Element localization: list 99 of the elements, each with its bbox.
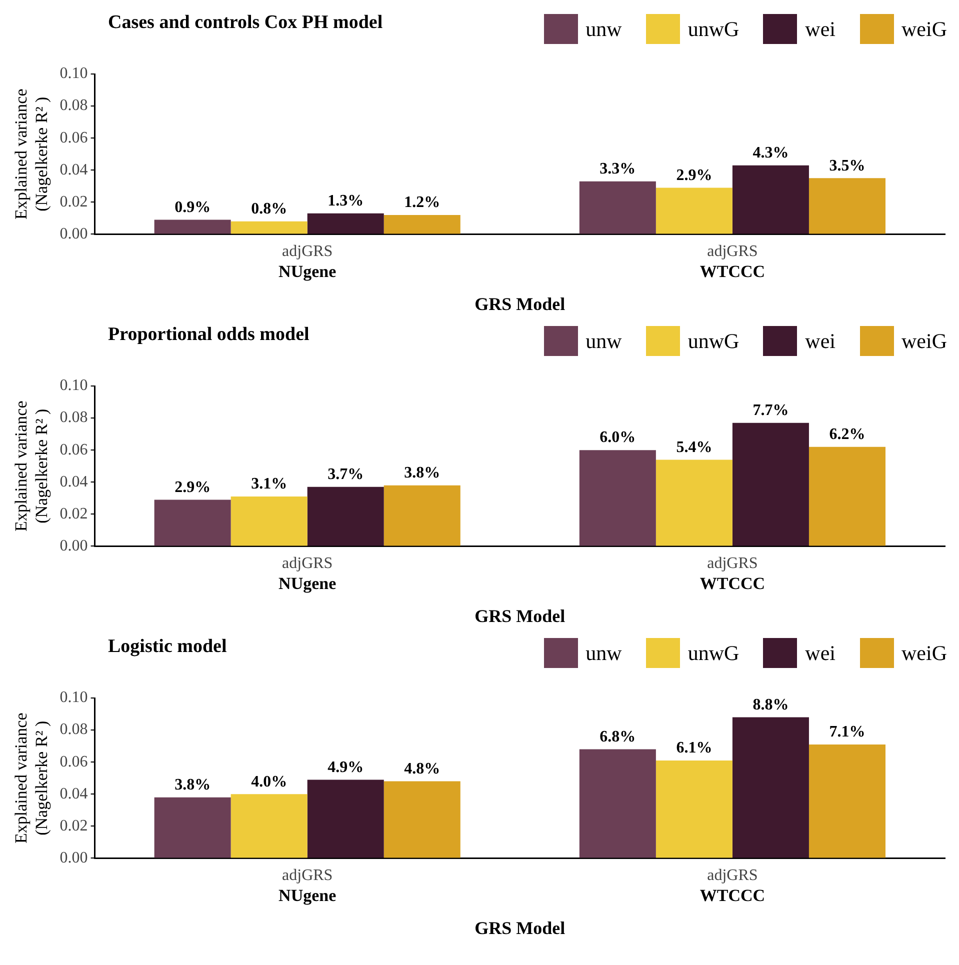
x-tick-label: adjGRS [707, 243, 758, 260]
bar [154, 500, 231, 546]
bar [732, 717, 809, 858]
bar [230, 794, 308, 858]
bar [307, 213, 384, 234]
legend-label: weiG [902, 16, 947, 42]
data-label: 3.3% [600, 160, 636, 178]
data-label: 0.8% [251, 200, 288, 218]
bar [656, 188, 732, 234]
y-tick-label: 0.02 [60, 505, 88, 522]
y-axis-title: Explained variance (Nagelkerke R² ) [12, 88, 52, 220]
bar [307, 486, 384, 546]
bar [384, 485, 460, 546]
y-tick-label: 0.00 [60, 537, 88, 554]
data-label: 4.9% [328, 758, 364, 776]
y-tick-label: 0.08 [60, 409, 88, 426]
data-label: 1.2% [404, 194, 440, 212]
chart-title: Logistic model [107, 636, 227, 659]
legend-label: unwG [688, 328, 740, 354]
legend-label: unwG [688, 16, 740, 42]
bar [307, 780, 384, 858]
y-tick-label: 0.00 [60, 849, 88, 866]
bar [230, 496, 308, 546]
text: NUgene [278, 262, 337, 282]
bar [154, 797, 231, 858]
data-label: 3.8% [174, 776, 211, 794]
bar [656, 460, 732, 546]
data-label: 1.3% [328, 192, 364, 210]
text: WTCCC [700, 262, 766, 282]
bar [732, 165, 809, 234]
data-label: 4.0% [251, 773, 288, 790]
data-label: 0.9% [174, 198, 211, 216]
data-label: 2.9% [676, 166, 712, 184]
bar [579, 450, 656, 546]
bar [808, 446, 886, 546]
bar [579, 181, 656, 234]
data-label: 4.8% [404, 760, 440, 778]
y-tick-label: 0.02 [60, 817, 88, 834]
bar [808, 178, 886, 234]
data-label: 2.9% [174, 478, 211, 496]
x-tick-label: adjGRS [707, 867, 758, 884]
y-tick-label: 0.06 [60, 753, 88, 770]
text: NUgene [278, 886, 337, 906]
data-label: 8.8% [752, 696, 789, 714]
bar [384, 214, 460, 234]
y-tick-label: 0.10 [60, 65, 88, 82]
chart-title: Proportional odds model [107, 324, 310, 347]
data-label: 3.8% [404, 464, 440, 482]
data-label: 6.2% [829, 426, 866, 444]
y-tick-label: 0.06 [60, 441, 88, 458]
legend-label: weiG [902, 328, 947, 354]
y-tick-label: 0.10 [60, 689, 88, 706]
text: WTCCC [700, 886, 766, 906]
y-tick-label: 0.08 [60, 721, 88, 738]
x-tick-label: adjGRS [282, 555, 333, 572]
data-label: 3.1% [251, 476, 288, 493]
bar [154, 220, 231, 234]
y-tick-label: 0.08 [60, 97, 88, 114]
data-label: 4.3% [752, 144, 789, 162]
legend-label: wei [805, 16, 836, 42]
x-tick-label: adjGRS [707, 555, 758, 572]
data-label: 6.1% [676, 740, 712, 757]
text: NUgene [278, 574, 337, 594]
text: WTCCC [700, 574, 766, 594]
legend-label: wei [805, 640, 836, 666]
x-axis-title: GRS Model [474, 606, 566, 626]
y-tick-label: 0.06 [60, 129, 88, 146]
y-tick-label: 0.04 [60, 161, 88, 178]
data-label: 3.7% [328, 466, 364, 484]
y-axis-title: Explained variance (Nagelkerke R² ) [12, 400, 52, 532]
legend-label: unwG [688, 640, 740, 666]
y-axis-title: Explained variance (Nagelkerke R² ) [12, 712, 52, 844]
legend-label: unw [586, 16, 622, 42]
bar [384, 781, 460, 858]
data-label: 6.0% [600, 429, 636, 446]
x-tick-label: adjGRS [282, 867, 333, 884]
x-axis-title: GRS Model [474, 294, 566, 314]
y-tick-label: 0.02 [60, 193, 88, 210]
data-label: 7.1% [829, 724, 866, 741]
legend-label: weiG [902, 640, 947, 666]
x-axis-title: GRS Model [474, 918, 566, 938]
bar [579, 749, 656, 858]
bar [656, 760, 732, 858]
data-label: 5.4% [676, 438, 712, 456]
y-tick-label: 0.10 [60, 377, 88, 394]
y-tick-label: 0.00 [60, 225, 88, 242]
bar [808, 744, 886, 858]
data-label: 3.5% [829, 157, 866, 174]
data-label: 7.7% [752, 402, 789, 419]
legend-label: unw [586, 640, 622, 666]
x-tick-label: adjGRS [282, 243, 333, 260]
data-label: 6.8% [600, 728, 636, 746]
bar [230, 221, 308, 234]
y-tick-label: 0.04 [60, 473, 88, 490]
bar [732, 422, 809, 546]
y-tick-label: 0.04 [60, 785, 88, 802]
legend-label: unw [586, 328, 622, 354]
chart-title: Cases and controls Cox PH model [107, 12, 383, 35]
legend-label: wei [805, 328, 836, 354]
